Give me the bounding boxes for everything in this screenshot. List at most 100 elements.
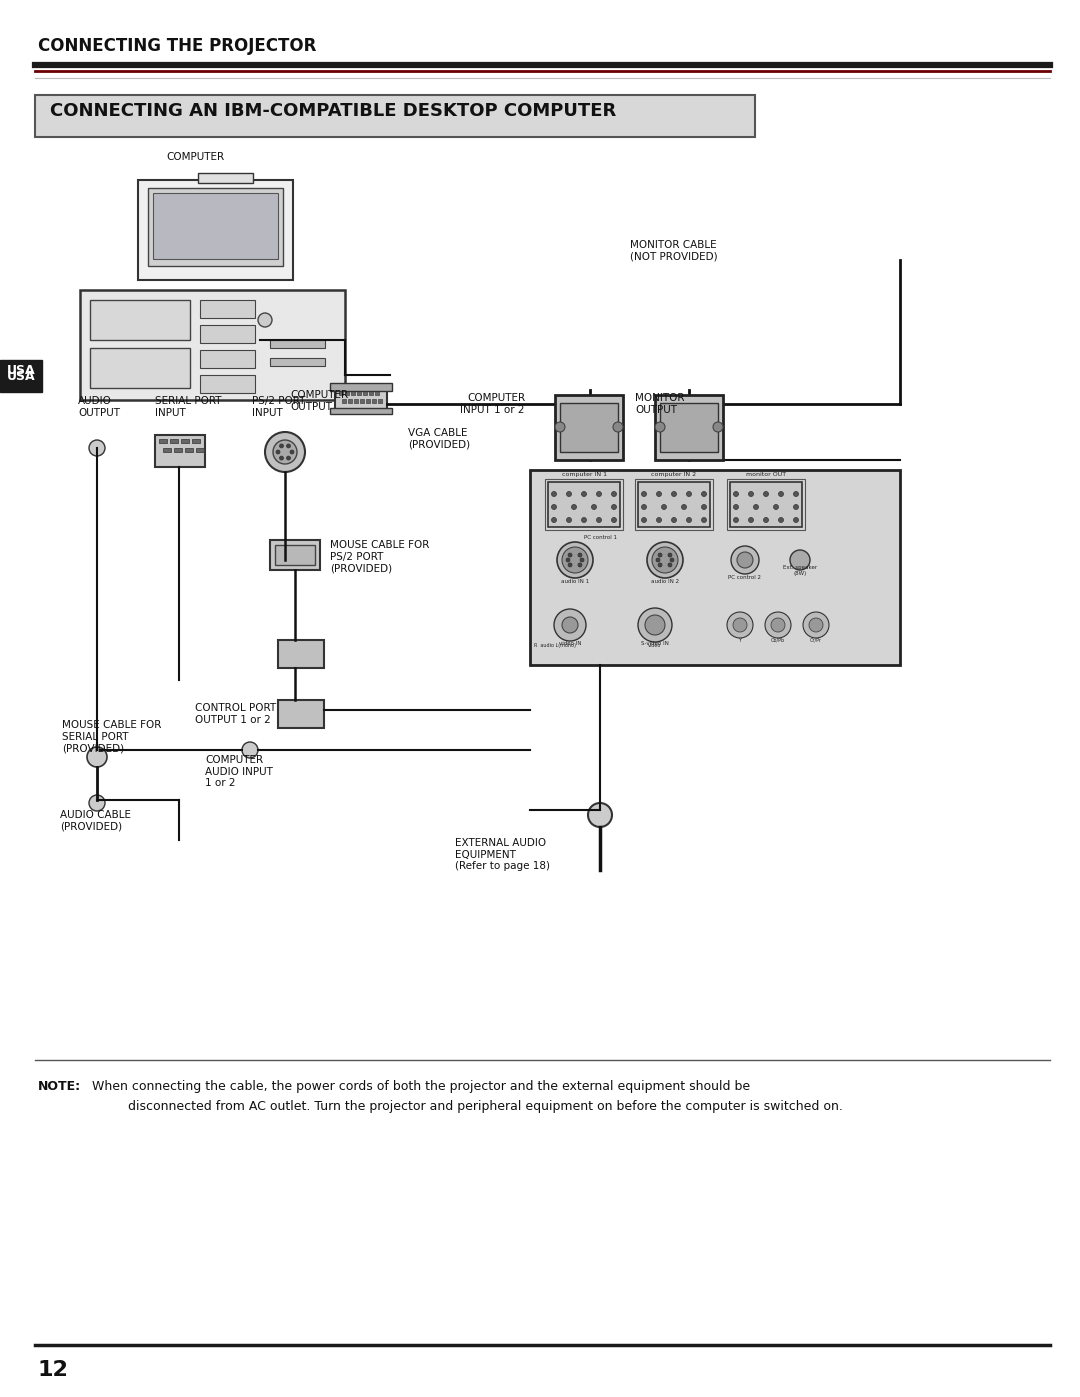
- Bar: [174, 448, 183, 453]
- Circle shape: [789, 550, 810, 570]
- Text: MONITOR
OUTPUT: MONITOR OUTPUT: [635, 393, 685, 415]
- Circle shape: [667, 563, 672, 567]
- Bar: [351, 391, 355, 395]
- Bar: [335, 388, 387, 409]
- Circle shape: [657, 517, 661, 522]
- Bar: [275, 545, 315, 564]
- Circle shape: [681, 504, 687, 510]
- Circle shape: [733, 617, 747, 631]
- Bar: [35, 95, 755, 137]
- Circle shape: [654, 422, 665, 432]
- Circle shape: [611, 492, 617, 496]
- Circle shape: [286, 455, 291, 460]
- Circle shape: [567, 492, 571, 496]
- Text: PC control 1: PC control 1: [583, 535, 617, 541]
- Bar: [561, 402, 618, 453]
- Circle shape: [672, 492, 676, 496]
- Bar: [660, 402, 718, 453]
- Circle shape: [273, 440, 297, 464]
- Bar: [345, 391, 349, 395]
- Bar: [170, 439, 178, 443]
- Circle shape: [647, 542, 683, 578]
- Bar: [654, 395, 723, 460]
- Circle shape: [702, 517, 706, 522]
- Bar: [90, 348, 190, 388]
- Bar: [360, 400, 364, 402]
- Bar: [163, 448, 171, 453]
- Circle shape: [645, 615, 665, 636]
- Circle shape: [638, 608, 672, 643]
- Bar: [372, 400, 376, 402]
- Circle shape: [580, 557, 584, 562]
- Bar: [638, 482, 710, 527]
- Circle shape: [611, 517, 617, 522]
- Bar: [366, 400, 370, 402]
- Bar: [548, 482, 620, 527]
- Circle shape: [557, 542, 593, 578]
- Bar: [727, 479, 805, 529]
- Text: MONITOR CABLE
(NOT PROVIDED): MONITOR CABLE (NOT PROVIDED): [630, 240, 717, 261]
- Bar: [90, 300, 190, 339]
- Circle shape: [555, 422, 565, 432]
- Text: COMPUTER
INPUT 1 or 2: COMPUTER INPUT 1 or 2: [460, 393, 525, 415]
- Circle shape: [592, 504, 596, 510]
- Bar: [330, 408, 392, 414]
- Circle shape: [804, 612, 829, 638]
- Circle shape: [265, 432, 305, 472]
- Text: When connecting the cable, the power cords of both the projector and the externa: When connecting the cable, the power cor…: [87, 1080, 751, 1092]
- Text: audio IN 1: audio IN 1: [561, 578, 589, 584]
- Circle shape: [713, 422, 723, 432]
- Circle shape: [702, 504, 706, 510]
- Text: Cb/Pb: Cb/Pb: [771, 638, 785, 643]
- Text: VGA CABLE
(PROVIDED): VGA CABLE (PROVIDED): [408, 427, 470, 450]
- Text: COMPUTER
AUDIO INPUT
1 or 2: COMPUTER AUDIO INPUT 1 or 2: [205, 754, 273, 788]
- Circle shape: [779, 517, 783, 522]
- Circle shape: [733, 504, 739, 510]
- Bar: [156, 434, 205, 467]
- Text: EXTERNAL AUDIO
EQUIPMENT
(Refer to page 18): EXTERNAL AUDIO EQUIPMENT (Refer to page …: [455, 838, 550, 872]
- Bar: [80, 291, 345, 400]
- Bar: [555, 395, 623, 460]
- Circle shape: [581, 492, 586, 496]
- Circle shape: [765, 612, 791, 638]
- Text: AUDIO CABLE
(PROVIDED): AUDIO CABLE (PROVIDED): [60, 810, 131, 831]
- Text: computer IN 2: computer IN 2: [651, 472, 697, 476]
- Bar: [270, 339, 325, 348]
- Bar: [369, 391, 373, 395]
- Circle shape: [552, 492, 556, 496]
- Circle shape: [568, 553, 572, 557]
- Circle shape: [578, 563, 582, 567]
- Bar: [635, 479, 713, 529]
- Circle shape: [89, 440, 105, 455]
- Circle shape: [291, 450, 294, 454]
- Bar: [185, 448, 193, 453]
- Text: SERIAL PORT
INPUT: SERIAL PORT INPUT: [156, 397, 221, 418]
- Bar: [530, 469, 900, 665]
- Circle shape: [562, 617, 578, 633]
- Text: Y: Y: [739, 638, 742, 643]
- Circle shape: [578, 553, 582, 557]
- Circle shape: [276, 450, 280, 454]
- Circle shape: [661, 504, 666, 510]
- Circle shape: [613, 422, 623, 432]
- Circle shape: [748, 492, 754, 496]
- Bar: [339, 391, 343, 395]
- Text: USA: USA: [6, 365, 36, 377]
- Circle shape: [748, 517, 754, 522]
- Circle shape: [737, 552, 753, 569]
- Text: Cr/Pr: Cr/Pr: [810, 638, 822, 643]
- Circle shape: [731, 546, 759, 574]
- Text: monitor OUT: monitor OUT: [746, 472, 786, 476]
- Text: MOUSE CABLE FOR
SERIAL PORT
(PROVIDED): MOUSE CABLE FOR SERIAL PORT (PROVIDED): [62, 719, 161, 753]
- Circle shape: [794, 504, 798, 510]
- Bar: [195, 448, 204, 453]
- Text: Ext. speaker
(8W): Ext. speaker (8W): [783, 566, 818, 576]
- Circle shape: [658, 553, 662, 557]
- Circle shape: [571, 504, 577, 510]
- Text: PC control 2: PC control 2: [729, 576, 761, 580]
- Circle shape: [794, 517, 798, 522]
- Bar: [198, 173, 253, 183]
- Bar: [378, 400, 382, 402]
- Circle shape: [656, 557, 660, 562]
- Circle shape: [764, 517, 769, 522]
